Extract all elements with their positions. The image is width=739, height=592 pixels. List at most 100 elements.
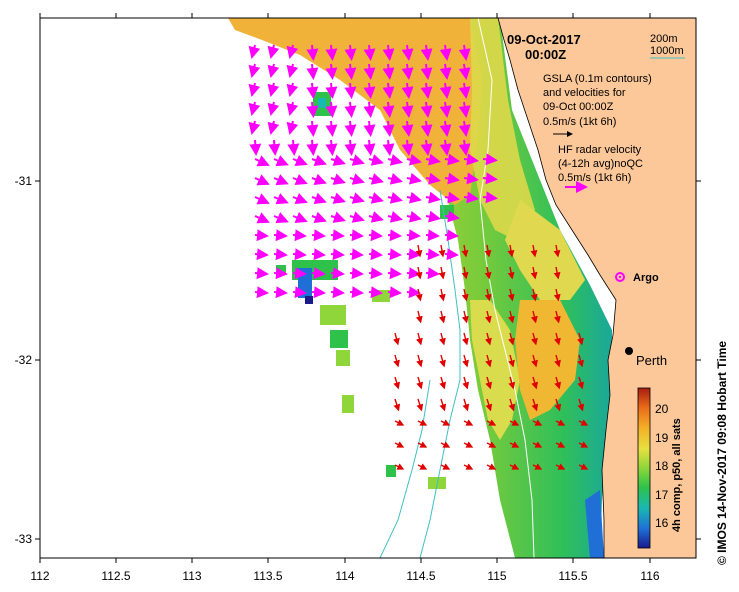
hf-arrow bbox=[267, 63, 280, 78]
gsla-arrow bbox=[578, 419, 589, 426]
gsla-arrow bbox=[439, 332, 446, 346]
hf-arrow bbox=[311, 248, 326, 261]
map-date: 09-Oct-2017 bbox=[507, 32, 581, 47]
hf-arrow bbox=[267, 44, 280, 59]
hf-arrow bbox=[325, 82, 338, 99]
hf-arrow bbox=[368, 229, 383, 242]
hf-arrow bbox=[406, 210, 422, 223]
hf-arrow bbox=[330, 211, 346, 223]
hf-arrow bbox=[311, 229, 326, 242]
gsla-arrow bbox=[531, 398, 539, 412]
hf-arrow bbox=[458, 63, 471, 80]
hf-arrow bbox=[439, 139, 452, 156]
gsla-arrow bbox=[507, 244, 515, 258]
gsla-arrow bbox=[462, 398, 470, 412]
hf-arrow bbox=[382, 82, 395, 99]
gsla-arrow bbox=[509, 463, 520, 470]
hf-arrow bbox=[325, 101, 338, 118]
hf-arrow bbox=[344, 44, 357, 61]
x-tick-label: 112.5 bbox=[101, 569, 130, 583]
colorbar-tick: 17 bbox=[655, 488, 669, 502]
hf-legend-line1: HF radar velocity bbox=[558, 144, 642, 156]
map-plot-area bbox=[40, 18, 696, 558]
hf-arrow bbox=[387, 286, 402, 299]
city-dot-icon bbox=[625, 347, 633, 355]
gsla-arrow bbox=[393, 332, 400, 346]
gsla-arrow bbox=[439, 376, 447, 390]
hf-arrow bbox=[344, 82, 357, 99]
gsla-arrow bbox=[461, 310, 469, 324]
hf-arrow bbox=[273, 212, 289, 224]
hf-arrow bbox=[267, 101, 280, 116]
hf-arrow bbox=[425, 172, 441, 185]
contour-1000m-west bbox=[379, 379, 431, 558]
hf-arrow bbox=[248, 82, 261, 97]
gsla-arrow bbox=[577, 332, 584, 346]
x-tick-label: 112 bbox=[30, 569, 49, 583]
hf-arrow bbox=[349, 286, 364, 299]
hf-arrow bbox=[420, 63, 433, 80]
sst-yellow-south bbox=[470, 300, 520, 440]
hf-arrow bbox=[292, 211, 308, 224]
hf-arrow bbox=[368, 286, 383, 299]
gsla-arrow bbox=[417, 463, 428, 470]
hf-arrow bbox=[363, 101, 376, 118]
hf-arrow bbox=[306, 44, 319, 61]
x-tick-labels: 112 112.5 113 113.5 114 114.5 115 115.5 … bbox=[30, 569, 659, 583]
gsla-arrow bbox=[462, 332, 469, 346]
gsla-arrow bbox=[555, 463, 566, 470]
hf-arrow bbox=[248, 63, 261, 78]
gsla-arrow bbox=[578, 441, 589, 448]
hf-arrow bbox=[254, 212, 270, 224]
gsla-arrow bbox=[461, 288, 469, 302]
plot-frame bbox=[39, 17, 697, 559]
gsla-arrow bbox=[531, 354, 538, 368]
hf-arrow bbox=[458, 44, 471, 61]
hf-arrow bbox=[254, 174, 270, 186]
hf-arrow bbox=[368, 192, 384, 204]
hf-arrow bbox=[463, 172, 479, 185]
hf-arrow bbox=[273, 248, 288, 261]
gsla-arrow bbox=[394, 463, 405, 470]
hf-arrow bbox=[458, 120, 471, 137]
gsla-legend-line1: GSLA (0.1m contours) bbox=[543, 73, 652, 85]
gsla-arrow bbox=[484, 266, 492, 280]
gsla-arrow bbox=[440, 441, 451, 448]
hf-arrow bbox=[292, 248, 307, 261]
colorbar-tick: 19 bbox=[655, 431, 669, 445]
y-axis bbox=[35, 180, 701, 540]
hf-arrow bbox=[273, 229, 288, 242]
gsla-arrow bbox=[393, 398, 401, 412]
gsla-arrow bbox=[415, 288, 423, 302]
hf-arrow bbox=[368, 267, 383, 280]
hf-arrow bbox=[311, 154, 327, 166]
gsla-arrow bbox=[532, 419, 543, 426]
gsla-arrow bbox=[462, 354, 469, 368]
hf-legend-line2: (4-12h avg)noQC bbox=[558, 158, 643, 170]
hf-arrow bbox=[363, 82, 376, 99]
hf-arrow bbox=[286, 44, 299, 59]
gsla-arrow bbox=[438, 266, 446, 280]
legend-200m-label: 200m bbox=[650, 33, 678, 45]
y-tick-labels: -31 -32 -33 bbox=[15, 174, 33, 546]
hf-legend-scale: 0.5m/s (1kt 6h) bbox=[558, 172, 631, 184]
hf-arrow bbox=[387, 210, 403, 223]
hf-arrow bbox=[330, 286, 345, 299]
gsla-velocity-arrows bbox=[393, 244, 589, 470]
gsla-arrow bbox=[484, 288, 492, 302]
x-tick-label: 116 bbox=[640, 569, 659, 583]
gsla-arrow bbox=[577, 376, 585, 390]
argo-marker: Argo bbox=[615, 272, 659, 284]
gsla-arrow bbox=[555, 441, 566, 448]
hf-arrow bbox=[268, 139, 281, 156]
gsla-arrow bbox=[509, 419, 520, 426]
hf-arrow bbox=[482, 191, 498, 204]
hf-arrow bbox=[311, 267, 326, 280]
hf-arrow bbox=[382, 101, 395, 118]
hf-arrow bbox=[292, 173, 308, 186]
hf-arrow bbox=[387, 248, 402, 261]
hf-arrow bbox=[286, 63, 299, 78]
hf-arrow bbox=[439, 82, 452, 99]
gsla-arrow bbox=[440, 463, 451, 470]
gsla-arrow bbox=[531, 376, 539, 390]
